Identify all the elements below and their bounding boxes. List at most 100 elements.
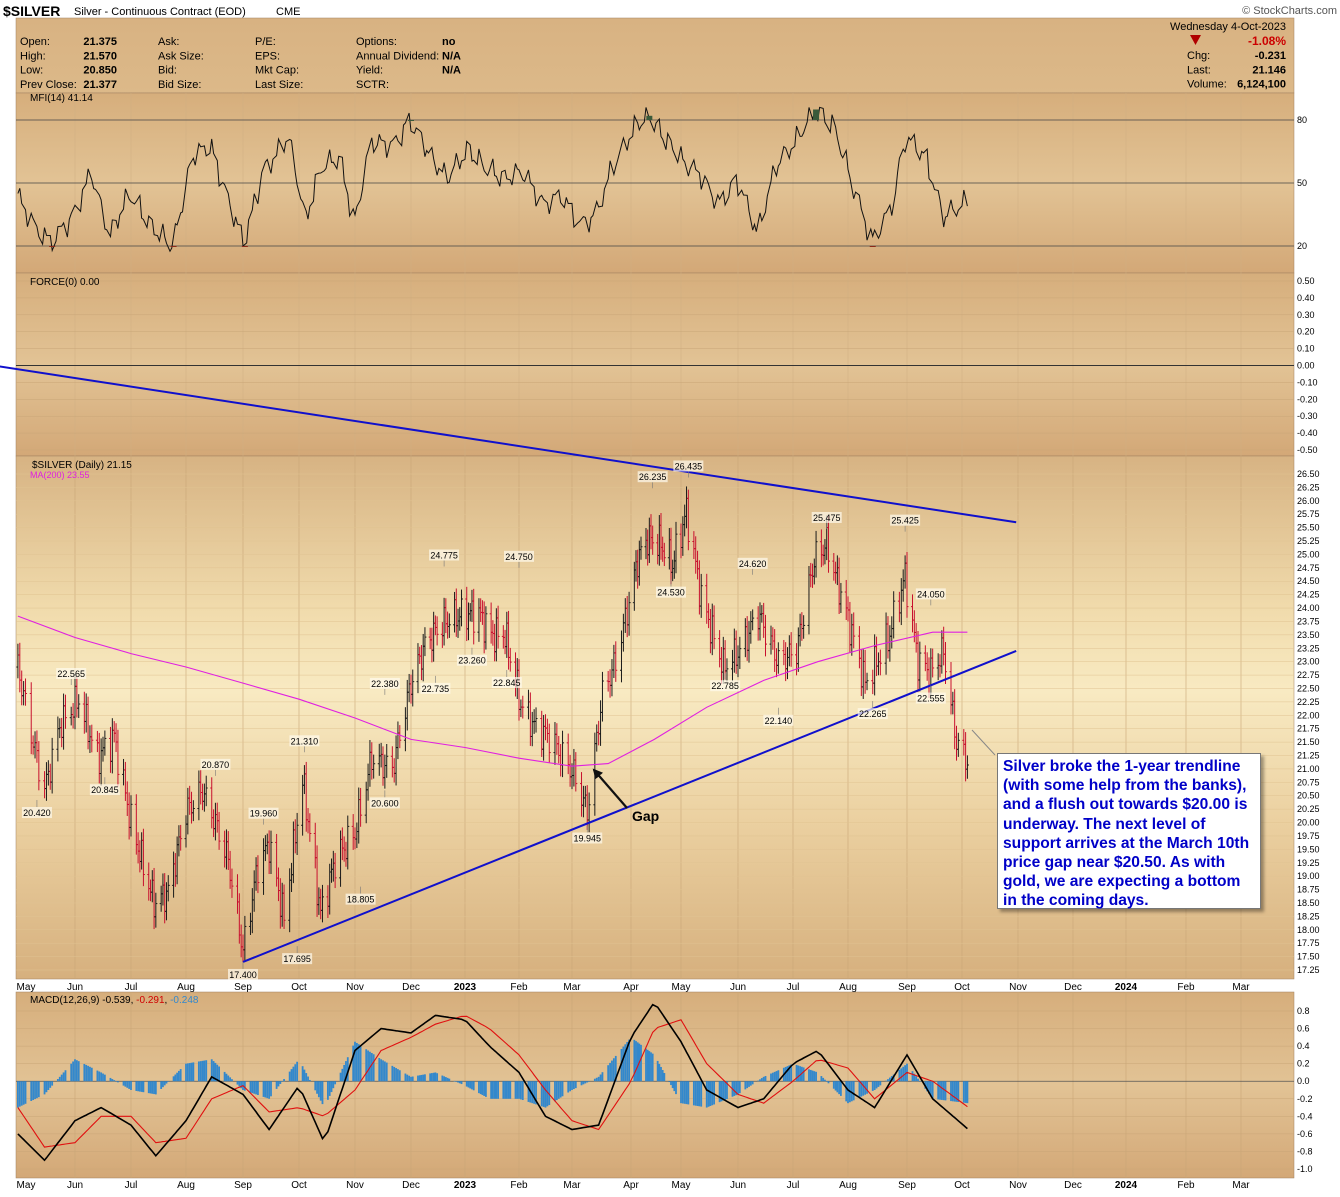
macd-histogram-bar xyxy=(151,1081,154,1094)
macd-histogram-bar xyxy=(137,1081,139,1092)
macd-histogram-bar xyxy=(165,1081,168,1084)
price-annotation-bg xyxy=(248,807,279,819)
price-tick-label: 26.25 xyxy=(1297,482,1320,492)
macd-histogram-bar xyxy=(622,1046,625,1082)
quote-label: High: xyxy=(20,50,46,62)
price-tick-label: 19.50 xyxy=(1297,844,1320,854)
price-annotation-bg xyxy=(200,758,231,770)
price-annotation-bg xyxy=(56,668,87,680)
macd-histogram-bar xyxy=(140,1081,143,1092)
macd-histogram-bar xyxy=(255,1081,257,1095)
month-label: Dec xyxy=(1064,1180,1082,1191)
macd-histogram-bar xyxy=(670,1081,672,1086)
macd-histogram-bar xyxy=(824,1079,826,1082)
macd-histogram-bar xyxy=(481,1081,484,1096)
price-annotation-bg xyxy=(656,586,686,598)
macd-histogram-bar xyxy=(458,1081,461,1084)
macd-histogram-bar xyxy=(962,1081,965,1103)
macd-histogram-bar xyxy=(957,1081,960,1103)
macd-histogram-bar xyxy=(117,1081,119,1083)
quote-label: Last Size: xyxy=(255,79,303,91)
macd-histogram-bar xyxy=(432,1072,435,1082)
month-label: Sep xyxy=(898,982,916,993)
macd-histogram-bar xyxy=(770,1073,772,1082)
force-panel xyxy=(15,272,1295,457)
price-annotation-bg xyxy=(228,968,258,980)
macd-histogram-bar xyxy=(797,1065,800,1082)
macd-histogram-bar xyxy=(270,1081,272,1097)
price-annotation-label: 24.750 xyxy=(505,552,533,562)
macd-histogram-bar xyxy=(383,1061,386,1082)
macd-histogram-bar xyxy=(614,1055,617,1082)
macd-histogram-bar xyxy=(546,1081,549,1107)
signal-legend-value: -0.291 xyxy=(136,995,165,1006)
macd-histogram-bar xyxy=(472,1081,475,1091)
month-label: Mar xyxy=(563,1180,581,1191)
macd-histogram-bar xyxy=(628,1039,630,1082)
macd-histogram-bar xyxy=(328,1081,331,1096)
force-tick-label: 0.20 xyxy=(1297,327,1315,337)
macd-histogram-bar xyxy=(321,1081,324,1105)
month-label: Mar xyxy=(1232,1180,1250,1191)
macd-histogram-bar xyxy=(32,1081,35,1101)
macd-histogram-bar xyxy=(542,1081,545,1107)
macd-histogram-bar xyxy=(185,1063,187,1082)
month-label: Apr xyxy=(623,982,639,993)
force-tick-label: -0.10 xyxy=(1297,377,1318,387)
macd-histogram-bar xyxy=(478,1081,480,1094)
macd-histogram-bar xyxy=(279,1081,282,1084)
macd-histogram-bar xyxy=(580,1081,583,1086)
rising-support-trendline xyxy=(242,650,1017,963)
macd-histogram-bar xyxy=(142,1081,145,1093)
macd-histogram-bar xyxy=(262,1081,265,1097)
macd-histogram-bar xyxy=(850,1081,853,1102)
month-label: May xyxy=(17,982,36,993)
price-annotation-bg xyxy=(737,557,768,569)
macd-histogram-bar xyxy=(434,1072,437,1082)
callout-line: Silver broke the 1-year trendline xyxy=(1003,758,1241,775)
macd-histogram-bar xyxy=(811,1070,814,1082)
macd-panel xyxy=(15,991,1295,1179)
macd-histogram-bar xyxy=(764,1076,767,1082)
macd-histogram-bar xyxy=(904,1065,906,1082)
price-annotation-bg xyxy=(456,654,487,666)
macd-histogram-bar xyxy=(372,1054,375,1082)
month-label: Jul xyxy=(125,1180,138,1191)
quote-value: 21.375 xyxy=(83,36,117,48)
macd-tick-label: 0.8 xyxy=(1297,1006,1310,1016)
macd-histogram-bar xyxy=(212,1061,215,1082)
macd-histogram-bar xyxy=(160,1081,163,1089)
price-tick-label: 18.75 xyxy=(1297,885,1320,895)
mfi-tick-label: 20 xyxy=(1297,241,1307,251)
watermark: © StockCharts.com xyxy=(1242,5,1337,17)
macd-histogram-bar xyxy=(75,1060,78,1082)
price-tick-label: 24.75 xyxy=(1297,563,1320,573)
callout-line: (with some help from the banks), xyxy=(1003,777,1247,795)
ma200-line xyxy=(17,615,968,767)
macd-histogram-bar xyxy=(24,1081,27,1104)
quote-label: Chg: xyxy=(1187,50,1210,62)
macd-tick-label: 0.6 xyxy=(1297,1024,1310,1034)
price-tick-label: 24.50 xyxy=(1297,576,1320,586)
price-annotation-label: 22.555 xyxy=(917,694,945,704)
macd-histogram-bar xyxy=(813,1071,816,1082)
macd-histogram-bar xyxy=(926,1081,929,1092)
macd-histogram-bar xyxy=(775,1071,778,1082)
price-annotation-label: 20.600 xyxy=(371,798,399,808)
macd-histogram-bar xyxy=(334,1081,337,1085)
macd-histogram-bar xyxy=(877,1081,880,1087)
macd-histogram-bar xyxy=(790,1064,793,1082)
macd-histogram-bar xyxy=(607,1065,610,1082)
quote-label: Yield: xyxy=(356,65,383,77)
macd-histogram-bar xyxy=(748,1081,750,1087)
quote-value: 20.850 xyxy=(83,65,117,77)
macd-histogram-bar xyxy=(103,1074,106,1082)
price-annotation-label: 26.235 xyxy=(639,472,667,482)
macd-histogram-bar xyxy=(709,1081,712,1107)
macd-histogram-bar xyxy=(838,1081,841,1095)
macd-histogram-bar xyxy=(162,1081,164,1088)
macd-histogram-bar xyxy=(873,1081,876,1090)
macd-histogram-bar xyxy=(913,1073,916,1082)
header-panel xyxy=(15,17,1295,94)
